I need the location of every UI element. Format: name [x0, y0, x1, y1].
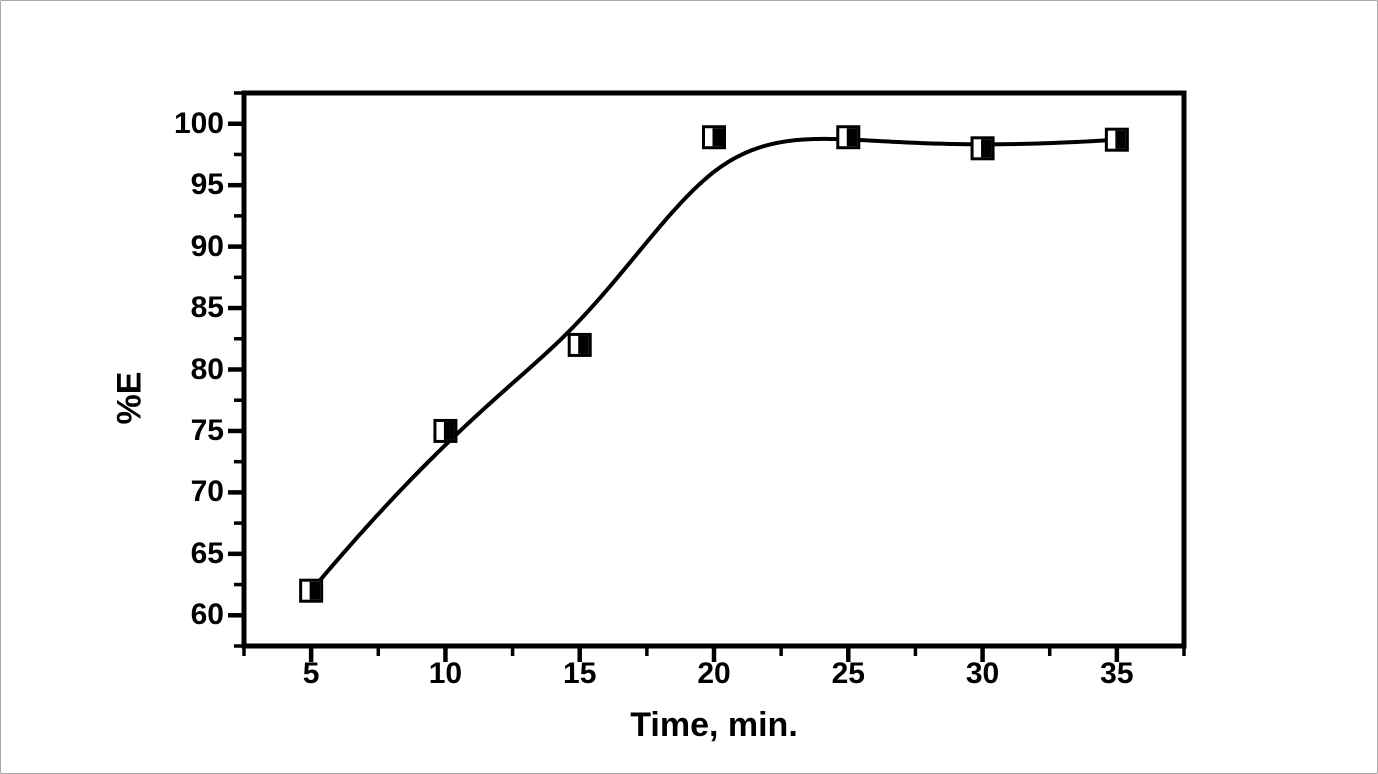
y-tick-label: 75 — [190, 413, 224, 447]
y-tick-label: 65 — [190, 536, 224, 570]
plot-frame — [241, 90, 1187, 649]
y-tick-label: 90 — [190, 229, 224, 263]
data-point-marker — [836, 125, 861, 150]
data-point-marker — [702, 125, 726, 150]
x-tick-label: 20 — [697, 657, 731, 690]
y-axis-title: %E — [110, 371, 149, 425]
y-tick-label: 70 — [190, 475, 224, 509]
y-tick-label: 60 — [190, 598, 224, 632]
y-tick-label: 100 — [173, 106, 224, 140]
x-tick-label: 15 — [563, 657, 597, 690]
data-point-marker — [970, 136, 995, 161]
series-curve — [309, 136, 1119, 593]
x-axis-title: Time, min. — [630, 706, 798, 744]
y-tick-label: 95 — [190, 168, 224, 202]
data-point-marker — [567, 332, 592, 357]
data-point-marker — [299, 578, 324, 603]
data-point-marker — [1104, 127, 1129, 152]
x-tick-label: 10 — [428, 657, 463, 690]
x-tick-label: 5 — [302, 657, 320, 690]
x-tick-label: 30 — [965, 657, 1000, 690]
data-point-marker — [433, 418, 458, 443]
y-tick-label: 85 — [190, 291, 224, 325]
x-tick-label: 35 — [1100, 657, 1134, 690]
y-tick-label: 80 — [190, 352, 224, 386]
x-tick-label: 25 — [831, 657, 865, 690]
